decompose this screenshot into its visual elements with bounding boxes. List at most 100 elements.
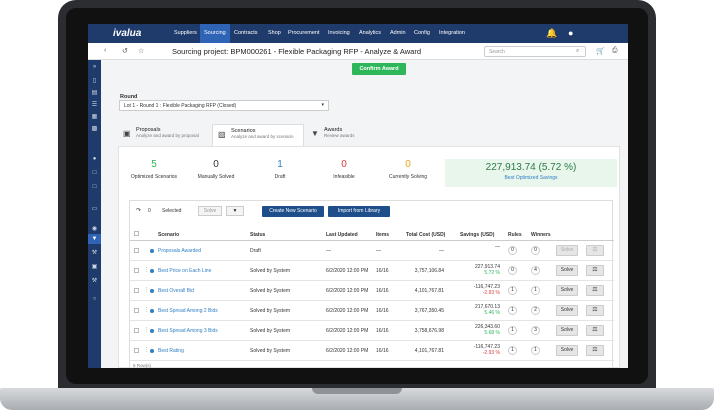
table-row[interactable]: ⋮ Best Spread Among 2 Bids Solved by Sys… [130,301,614,321]
binoculars-icon[interactable]: ◉ [91,226,98,232]
print-icon[interactable]: ⎙ [612,47,618,54]
folder-icon[interactable]: ▭ [91,206,98,212]
file-icon[interactable]: □ [92,170,97,176]
scenarios-panel: 5 Optimized Scenarios 0 Manually Solved … [118,146,620,368]
trophy-icon[interactable]: ▼ [91,236,98,242]
award-icon[interactable]: ⚖ [586,285,604,296]
round-select[interactable]: Lot 1 - Round 1 : Flexible Packaging RFP… [119,100,329,111]
status-dot [150,309,154,313]
solve-button[interactable]: Solve [556,305,578,316]
chat-icon[interactable]: ○ [92,296,97,302]
bell-icon[interactable]: 🔔 [546,28,558,38]
search-input[interactable]: Search [484,46,586,57]
solve-button[interactable]: Solve [556,325,578,336]
nav-procurement[interactable]: Procurement [288,30,320,36]
calendar-icon[interactable]: ▦ [91,114,98,120]
scenario-icon: ▧ [218,130,226,139]
award-icon[interactable]: ⚖ [586,325,604,336]
status-dot [150,269,154,273]
solve-button[interactable]: Solve [556,285,578,296]
best-savings-box: 227,913.74 (5.72 %) Best Optimized Savin… [445,159,617,187]
award-icon[interactable]: ⚖ [586,265,604,276]
nav-integration[interactable]: Integration [439,30,465,36]
sidebar: » ▯ ▤ ☰ ▦ ▩ ● □ □ ▭ ◉ ▼ ⚒ ▣ ⚒ ○ [88,60,101,368]
status-dot [150,289,154,293]
cart-icon[interactable]: 🛒 [596,48,605,55]
kebab-icon[interactable]: ⋮ [144,267,149,273]
stat-manual: 0 Manually Solved [197,159,235,180]
tab-bar: ▣ Proposals Analyze and award by proposa… [118,124,618,146]
kebab-icon[interactable]: ⋮ [144,287,149,293]
search-icon[interactable]: ⌕ [576,48,580,54]
ivalua-logo: ivalua [113,28,142,39]
row-checkbox[interactable] [134,248,139,253]
table-row[interactable]: ⋮ Best Overall Bid Solved by System 6/2/… [130,281,614,301]
trophy-icon: ▼ [311,129,319,138]
users-icon[interactable]: ● [92,156,97,162]
create-scenario-button[interactable]: Create New Scenario [262,206,324,217]
nav-suppliers[interactable]: Suppliers [174,30,197,36]
status-dot [150,249,154,253]
table-toolbar: ↷ 0 Selected Solve ▼ Create New Scenario… [130,201,614,221]
row-checkbox[interactable] [134,308,139,313]
file-icon[interactable]: □ [92,184,97,190]
select-all-checkbox[interactable] [134,231,139,236]
title-bar: ‹ ↺ ☆ Sourcing project: BPM000261 - Flex… [88,43,628,60]
award-icon[interactable]: ⚖ [586,245,604,256]
nav-analytics[interactable]: Analytics [359,30,382,36]
import-library-button[interactable]: Import from Library [328,206,390,217]
table-row[interactable]: ⋮ Best Rating Solved by System 6/2/2020 … [130,341,614,361]
solve-selected-button[interactable]: Solve [198,206,222,216]
tab-awards[interactable]: ▼ Awards Review awards [311,127,355,138]
round-label: Round [120,94,138,100]
status-dot [150,349,154,353]
proposal-icon: ▣ [123,129,131,138]
grid-icon[interactable]: ▩ [91,126,98,132]
solve-button[interactable]: Solve [556,245,578,256]
page-title: Sourcing project: BPM000261 - Flexible P… [172,47,422,56]
back-icon[interactable]: ‹ [104,47,107,54]
table-row[interactable]: ⋮ Best Price on Each Line Solved by Syst… [130,261,614,281]
app-screen: ivalua Suppliers Sourcing Contracts Shop… [88,24,628,368]
tab-scenarios[interactable]: ▧ Scenarios Analyze and award by scenari… [212,124,304,146]
nav-invoicing[interactable]: Invoicing [328,30,350,36]
history-icon[interactable]: ↺ [122,48,128,55]
star-icon[interactable]: ☆ [138,48,145,55]
clipboard-icon[interactable]: ▯ [92,78,97,84]
list-icon[interactable]: ☰ [91,102,98,108]
table-row[interactable]: ⋮ Best Spread Among 3 Bids Solved by Sys… [130,321,614,341]
filter-icon[interactable]: ▼ [226,206,244,216]
kebab-icon[interactable]: ⋮ [144,327,149,333]
table-header: Scenario Status Last Updated Items Total… [130,229,614,241]
row-checkbox[interactable] [134,268,139,273]
kebab-icon[interactable]: ⋮ [144,307,149,313]
briefcase-icon[interactable]: ▣ [91,264,98,270]
nav-config[interactable]: Config [414,30,430,36]
nav-contracts[interactable]: Contracts [234,30,258,36]
wrench-icon[interactable]: ⚒ [91,250,98,256]
tab-proposals[interactable]: ▣ Proposals Analyze and award by proposa… [123,127,199,138]
chevron-down-icon: ▾ [321,102,324,108]
expand-icon[interactable]: » [92,64,97,70]
row-checkbox[interactable] [134,328,139,333]
solve-button[interactable]: Solve [556,345,578,356]
solve-button[interactable]: Solve [556,265,578,276]
nav-shop[interactable]: Shop [268,30,281,36]
award-icon[interactable]: ⚖ [586,345,604,356]
document-icon[interactable]: ▤ [91,90,98,96]
stat-solving: 0 Currently Solving [388,159,428,180]
nav-sourcing[interactable]: Sourcing [204,30,226,36]
profile-icon[interactable]: ● [568,28,574,38]
row-checkbox[interactable] [134,348,139,353]
share-icon[interactable]: ↷ [136,208,142,214]
tools-icon[interactable]: ⚒ [91,278,98,284]
table-row[interactable]: Proposals Awarded Draft — — — — 0 0 Solv… [130,241,614,261]
award-icon[interactable]: ⚖ [586,305,604,316]
confirm-award-button[interactable]: Confirm Award [352,63,406,75]
stat-infeasible: 0 Infeasible [333,159,355,180]
stat-optimized: 5 Optimized Scenarios [130,159,178,180]
status-dot [150,329,154,333]
row-checkbox[interactable] [134,288,139,293]
nav-admin[interactable]: Admin [390,30,406,36]
kebab-icon[interactable]: ⋮ [144,347,149,353]
